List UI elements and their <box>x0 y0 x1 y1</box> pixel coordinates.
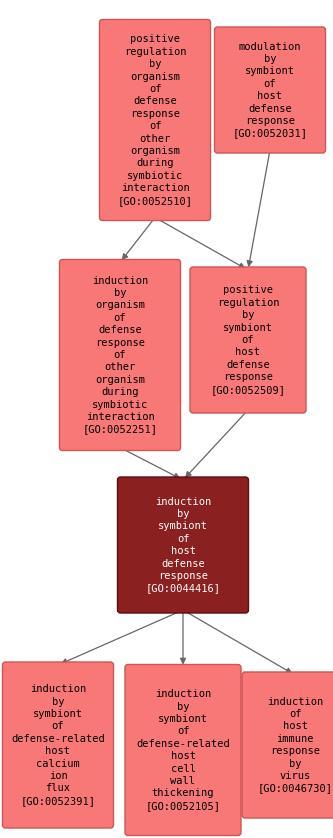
Text: induction
by
symbiont
of
defense-related
host
calcium
ion
flux
[GO:0052391]: induction by symbiont of defense-related… <box>11 684 105 806</box>
FancyBboxPatch shape <box>3 662 114 828</box>
FancyBboxPatch shape <box>242 672 333 818</box>
FancyBboxPatch shape <box>190 267 306 413</box>
FancyBboxPatch shape <box>60 260 180 451</box>
Text: induction
of
host
immune
response
by
virus
[GO:0046730]: induction of host immune response by vir… <box>257 696 332 794</box>
Text: induction
by
organism
of
defense
response
of
other
organism
during
symbiotic
int: induction by organism of defense respons… <box>83 276 158 434</box>
FancyBboxPatch shape <box>214 27 325 153</box>
Text: induction
by
symbiont
of
host
defense
response
[GO:0044416]: induction by symbiont of host defense re… <box>146 497 220 593</box>
FancyBboxPatch shape <box>125 665 241 835</box>
Text: positive
regulation
by
organism
of
defense
response
of
other
organism
during
sym: positive regulation by organism of defen… <box>118 34 192 205</box>
Text: induction
by
symbiont
of
defense-related
host
cell
wall
thickening
[GO:0052105]: induction by symbiont of defense-related… <box>136 689 230 811</box>
Text: positive
regulation
by
symbiont
of
host
defense
response
[GO:0052509]: positive regulation by symbiont of host … <box>210 286 285 395</box>
FancyBboxPatch shape <box>100 19 210 220</box>
Text: modulation
by
symbiont
of
host
defense
response
[GO:0052031]: modulation by symbiont of host defense r… <box>232 42 307 138</box>
FancyBboxPatch shape <box>118 477 248 613</box>
